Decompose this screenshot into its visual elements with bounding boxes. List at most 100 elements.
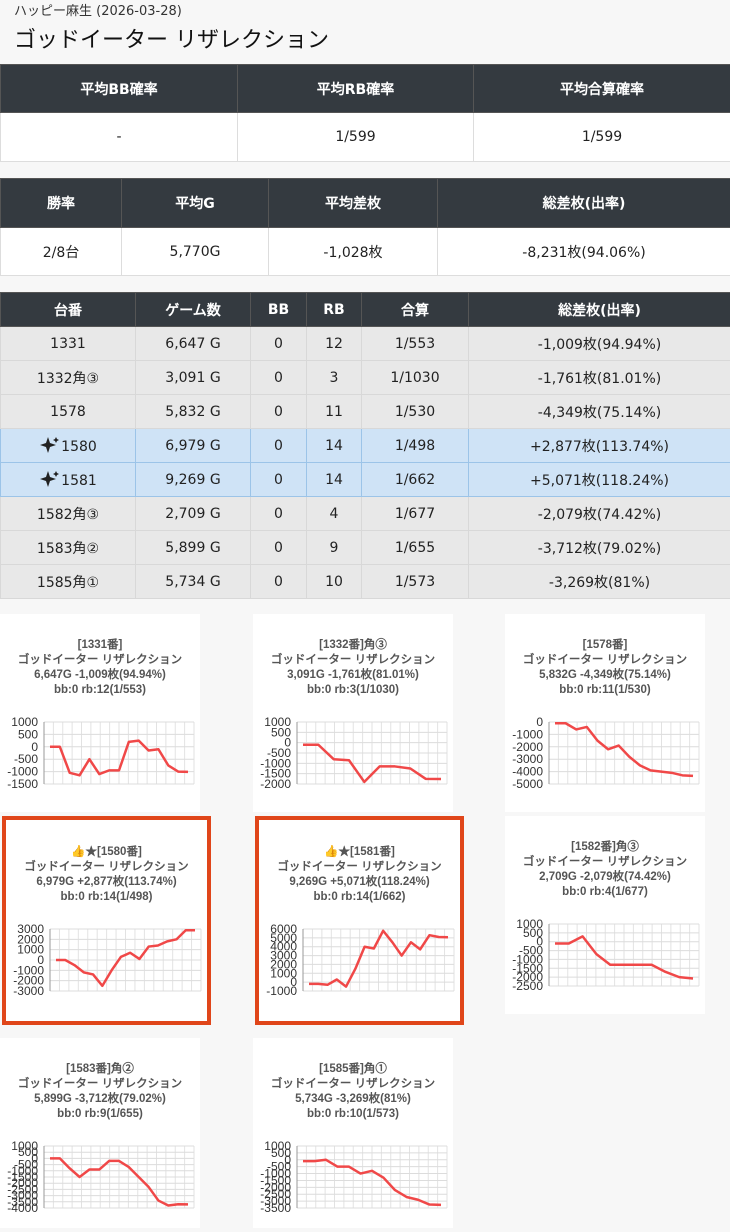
cell-text: 1580 bbox=[61, 439, 97, 455]
table-cell: 1578 bbox=[1, 395, 136, 429]
cell-text: 9,269 G bbox=[165, 472, 220, 488]
table-cell: 5,899 G bbox=[136, 531, 251, 565]
table-cell: 0 bbox=[251, 531, 307, 565]
cell-text: 0 bbox=[274, 540, 283, 556]
header-cell: 平均RB確率 bbox=[238, 65, 474, 113]
table-cell: 1581 bbox=[1, 463, 136, 497]
table-cell: -2,079枚(74.42%) bbox=[469, 497, 730, 531]
table-cell: 5,832 G bbox=[136, 395, 251, 429]
table-cell: -1,761枚(81.01%) bbox=[469, 361, 730, 395]
cell-text: 14 bbox=[325, 438, 343, 454]
chart-label: 👍★[1580番] bbox=[71, 844, 142, 858]
table-cell: 0 bbox=[251, 497, 307, 531]
table-cell: 6,647 G bbox=[136, 327, 251, 361]
y-tick-label: -1500 bbox=[7, 777, 38, 791]
cell-text: 1/662 bbox=[395, 472, 435, 488]
header-row: 平均BB確率平均RB確率平均合算確率 bbox=[1, 65, 730, 113]
cell-text: 3,091 G bbox=[165, 370, 220, 386]
chart-label: [1583番]角② bbox=[66, 1061, 134, 1075]
table-cell: 14 bbox=[307, 463, 362, 497]
header-cell: 平均G bbox=[122, 179, 269, 228]
cell-text: 4 bbox=[330, 506, 339, 522]
table-cell: 9,269 G bbox=[136, 463, 251, 497]
cell-text: 9 bbox=[330, 540, 339, 556]
chart-label: bb:0 rb:14(1/498) bbox=[60, 891, 152, 903]
y-tick-label: -2500 bbox=[512, 979, 543, 993]
cell-text: 1585角① bbox=[37, 575, 99, 591]
table-cell: 0 bbox=[251, 327, 307, 361]
header-cell: 合算 bbox=[362, 293, 469, 327]
table-cell: 1580 bbox=[1, 429, 136, 463]
table-cell: 1331 bbox=[1, 327, 136, 361]
cell-text: +2,877枚(113.74%) bbox=[530, 439, 669, 455]
table-cell: 0 bbox=[251, 395, 307, 429]
chart-label: 5,899G -3,712枚(79.02%) bbox=[34, 1091, 166, 1105]
cell-text: +5,071枚(118.24%) bbox=[530, 473, 669, 489]
table-cell: -8,231枚(94.06%) bbox=[438, 228, 730, 276]
cell-text: 6,647 G bbox=[165, 336, 220, 352]
table-cell: 1582角③ bbox=[1, 497, 136, 531]
header-cell: 勝率 bbox=[1, 179, 122, 228]
header-cell: 台番 bbox=[1, 293, 136, 327]
chart-label: ゴッドイーター リザレクション bbox=[24, 859, 188, 873]
header-cell: ゲーム数 bbox=[136, 293, 251, 327]
table-cell: 12 bbox=[307, 327, 362, 361]
cell-text: 1578 bbox=[50, 404, 86, 420]
table-cell: 14 bbox=[307, 429, 362, 463]
chart-label: bb:0 rb:4(1/677) bbox=[562, 886, 648, 898]
table-cell: 1/498 bbox=[362, 429, 469, 463]
chart-label: 6,647G -1,009枚(94.94%) bbox=[34, 667, 166, 681]
cell-text: 1582角③ bbox=[37, 507, 99, 523]
store-date: ハッピー麻生 (2026-03-28) bbox=[14, 0, 182, 19]
cell-text: -3,269枚(81%) bbox=[549, 575, 650, 591]
table-cell: 9 bbox=[307, 531, 362, 565]
cell-text: 10 bbox=[325, 574, 343, 590]
table-cell: 6,979 G bbox=[136, 429, 251, 463]
cell-text: 1331 bbox=[50, 336, 86, 352]
table-cell: 10 bbox=[307, 565, 362, 599]
table-cell: 3,091 G bbox=[136, 361, 251, 395]
chart-label: [1332番]角③ bbox=[319, 637, 387, 651]
cell-text: -8,231枚(94.06%) bbox=[522, 245, 645, 261]
chart-label: ゴッドイーター リザレクション bbox=[271, 1076, 435, 1090]
table-cell: 1/530 bbox=[362, 395, 469, 429]
cell-text: 0 bbox=[274, 472, 283, 488]
table-cell: 2/8台 bbox=[1, 228, 122, 276]
table-cell: 3 bbox=[307, 361, 362, 395]
cell-text: 1/553 bbox=[395, 336, 435, 352]
table-cell: 1/573 bbox=[362, 565, 469, 599]
chart-label: 👍★[1581番] bbox=[324, 844, 395, 858]
header-cell: 平均合算確率 bbox=[474, 65, 730, 113]
table-cell: 5,770G bbox=[122, 228, 269, 276]
table-row: 2/8台 5,770G-1,028枚 -8,231枚(94.06%) bbox=[1, 228, 730, 276]
cell-text: 1/677 bbox=[395, 506, 435, 522]
table-cell: -1,028枚 bbox=[269, 228, 438, 276]
table-cell: 1/655 bbox=[362, 531, 469, 565]
cell-text: 12 bbox=[325, 336, 343, 352]
table-cell: 0 bbox=[251, 361, 307, 395]
cell-text: 6,979 G bbox=[165, 438, 220, 454]
table-cell: 1/599 bbox=[474, 113, 730, 162]
cell-text: 0 bbox=[274, 506, 283, 522]
cell-text: 5,734 G bbox=[165, 574, 220, 590]
cell-text: 5,899 G bbox=[165, 540, 220, 556]
cell-text: -1,009枚(94.94%) bbox=[538, 337, 661, 353]
cell-text: 2/8台 bbox=[43, 245, 80, 261]
chart-label: 3,091G -1,761枚(81.01%) bbox=[287, 667, 419, 681]
header-cell: 平均BB確率 bbox=[1, 65, 238, 113]
chart-label: 2,709G -2,079枚(74.42%) bbox=[539, 869, 671, 883]
cell-text: 11 bbox=[325, 404, 343, 420]
cell-text: 5,832 G bbox=[165, 404, 220, 420]
